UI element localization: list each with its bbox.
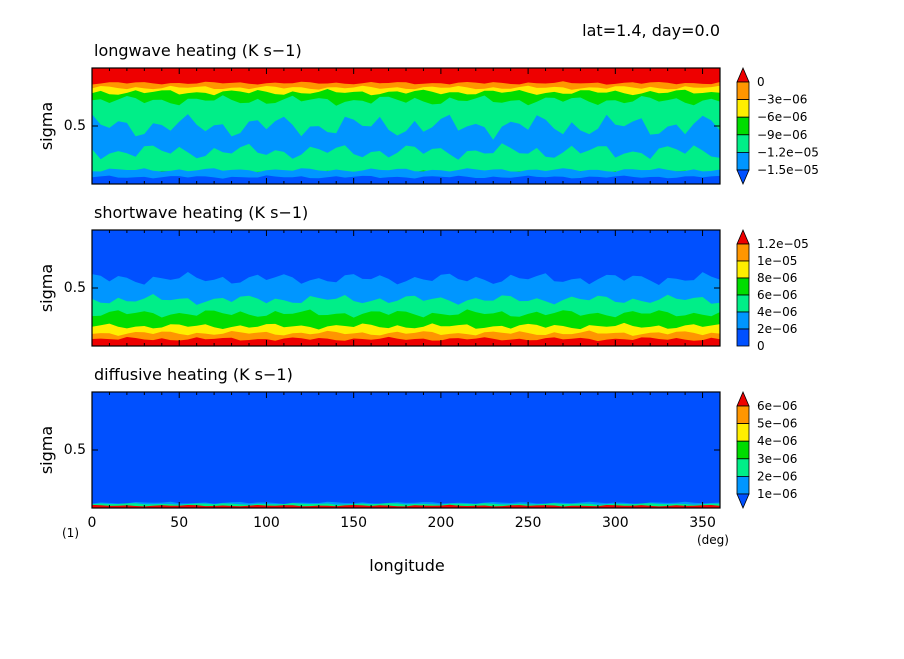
colorbar-segment xyxy=(736,440,750,460)
colorbar-segment xyxy=(736,277,750,296)
colorbar-segment xyxy=(736,260,750,279)
panel-longwave-ytick-label: 0.5 xyxy=(64,118,86,134)
x-tick-label: 150 xyxy=(340,515,367,531)
colorbar-label: −9e−06 xyxy=(757,128,807,142)
colorbar-label: 6e−06 xyxy=(757,399,797,413)
colorbar-bottom-triangle xyxy=(736,169,750,186)
colorbar-segment xyxy=(736,328,750,347)
colorbar-segment xyxy=(736,116,750,136)
x-tick-label: 50 xyxy=(170,515,188,531)
panel-diffusive-ylabel: sigma xyxy=(37,426,56,474)
x-tick-label: 200 xyxy=(428,515,455,531)
colorbar-segment xyxy=(736,294,750,313)
colorbar-label: 0 xyxy=(757,75,765,89)
panel-diffusive-title: diffusive heating (K s−1) xyxy=(94,365,293,384)
colorbar-top-triangle xyxy=(736,228,750,245)
panel-diffusive-ytick-label: 0.5 xyxy=(64,442,86,458)
x-tick-labels: 0 50 100 150 200 250 300 350 xyxy=(88,515,716,531)
colorbar-segment xyxy=(736,134,750,153)
colorbar-segment xyxy=(736,99,750,118)
colorbar-top-triangle xyxy=(736,66,750,83)
panel-diffusive-plot xyxy=(91,391,721,509)
x-tick-label: 100 xyxy=(253,515,280,531)
colorbar-label: 8e−06 xyxy=(757,271,797,285)
panel-shortwave-colorbar: 1.2e−05 1e−05 8e−06 6e−06 4e−06 2e−06 0 xyxy=(736,228,809,353)
panel-shortwave-plot xyxy=(91,229,721,347)
colorbar-label: 2e−06 xyxy=(757,469,797,483)
colorbar-bottom-triangle xyxy=(736,493,750,510)
colorbar-label: 4e−06 xyxy=(757,305,797,319)
colorbar-top-triangle xyxy=(736,390,750,407)
contour-band-0 xyxy=(92,392,720,508)
colorbar-label: −6e−06 xyxy=(757,110,807,124)
colorbar-segment xyxy=(736,475,750,495)
colorbar-label: 1e−05 xyxy=(757,254,797,268)
colorbar-label: −3e−06 xyxy=(757,93,807,107)
x-axis-label: longitude xyxy=(369,556,444,575)
colorbar-label: 2e−06 xyxy=(757,322,797,336)
x-tick-label: 250 xyxy=(515,515,542,531)
panel-shortwave-title: shortwave heating (K s−1) xyxy=(94,203,308,222)
colorbar-label: 1e−06 xyxy=(757,487,797,501)
contour-band-5 xyxy=(92,114,720,160)
colorbar-label: 1.2e−05 xyxy=(757,237,809,251)
panel-longwave: longwave heating (K s−1) sigma 0.5 0 −3e−… xyxy=(37,41,819,186)
panel-longwave-ylabel: sigma xyxy=(37,102,56,150)
x-tick-label: 300 xyxy=(602,515,629,531)
figure-note: (1) xyxy=(62,526,79,540)
colorbar-label: −1.5e−05 xyxy=(757,163,819,177)
colorbar-segment xyxy=(736,458,750,477)
colorbar-segment xyxy=(736,243,750,262)
colorbar-label: 6e−06 xyxy=(757,288,797,302)
panel-diffusive: diffusive heating (K s−1) sigma 0.5 6e−0… xyxy=(37,365,797,531)
colorbar-label: −1.2e−05 xyxy=(757,145,819,159)
panel-shortwave: shortwave heating (K s−1) sigma 0.5 1.2e… xyxy=(37,203,809,353)
colorbar-label: 3e−06 xyxy=(757,452,797,466)
colorbar-segment xyxy=(736,151,750,171)
x-tick-label: 0 xyxy=(88,515,97,531)
header-label: lat=1.4, day=0.0 xyxy=(582,21,720,40)
panel-diffusive-colorbar: 6e−06 5e−06 4e−06 3e−06 2e−06 1e−06 xyxy=(736,390,797,510)
x-tick-label: 350 xyxy=(689,515,716,531)
colorbar-label: 4e−06 xyxy=(757,434,797,448)
colorbar-segment xyxy=(736,81,750,101)
colorbar-segment xyxy=(736,423,750,442)
colorbar-segment xyxy=(736,405,750,425)
x-unit-label: (deg) xyxy=(697,533,729,547)
colorbar-label: 0 xyxy=(757,339,765,353)
panel-longwave-title: longwave heating (K s−1) xyxy=(94,41,302,60)
panel-longwave-plot xyxy=(91,67,721,185)
colorbar-segment xyxy=(736,311,750,330)
colorbar-label: 5e−06 xyxy=(757,417,797,431)
panel-longwave-colorbar: 0 −3e−06 −6e−06 −9e−06 −1.2e−05 −1.5e−05 xyxy=(736,66,819,186)
panel-shortwave-ylabel: sigma xyxy=(37,264,56,312)
panel-shortwave-ytick-label: 0.5 xyxy=(64,280,86,296)
